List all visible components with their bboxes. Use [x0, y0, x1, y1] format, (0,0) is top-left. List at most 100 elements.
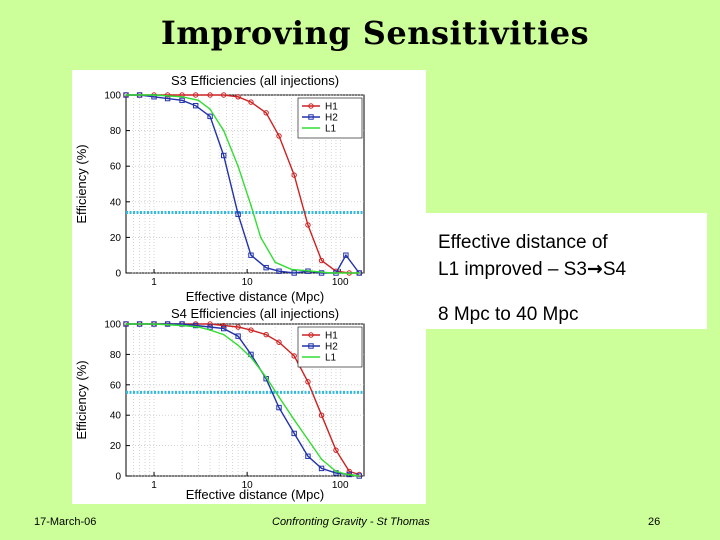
data-point [358, 272, 361, 274]
x-axis-label: Effective distance (Mpc) [186, 487, 324, 502]
data-point [307, 438, 309, 441]
data-point [318, 257, 325, 264]
data-point [346, 473, 349, 476]
y-tick-label: 100 [104, 320, 121, 331]
data-point [333, 447, 339, 453]
data-point [278, 396, 280, 398]
y-tick-label: 40 [110, 411, 122, 422]
legend-marker [308, 103, 314, 109]
x-tick-label: 10 [242, 480, 254, 491]
data-point [290, 268, 293, 271]
right-arrow-icon: → [586, 258, 603, 280]
data-point [318, 465, 325, 472]
legend-marker [308, 114, 314, 120]
legend-label-h1: H1 [325, 331, 338, 342]
data-point [235, 211, 241, 217]
data-point [318, 412, 325, 418]
data-point [197, 99, 200, 102]
data-point [125, 323, 127, 325]
legend-label-h1: H1 [325, 102, 338, 113]
data-point [222, 129, 225, 132]
data-point [237, 165, 239, 167]
data-point [305, 379, 311, 385]
y-tick-label: 80 [110, 350, 122, 361]
legend-label-l1: L1 [325, 124, 337, 135]
data-point [263, 331, 269, 338]
data-point [207, 321, 213, 327]
y-axis-label: Efficiency (%) [74, 360, 89, 439]
data-point [235, 324, 241, 330]
data-point [346, 272, 349, 274]
data-point [209, 329, 211, 331]
series-l1 [125, 94, 361, 274]
data-point [207, 92, 213, 98]
data-point [291, 270, 297, 276]
y-tick-label: 100 [104, 91, 121, 102]
data-point [181, 95, 183, 98]
legend-label-h2: H2 [325, 342, 338, 353]
data-point [181, 324, 183, 327]
data-point [335, 470, 337, 473]
data-point [220, 322, 227, 329]
data-point [274, 261, 276, 264]
data-point [263, 110, 269, 116]
data-point [222, 333, 225, 336]
data-point [179, 97, 185, 104]
slide-title: Improving Sensitivities [160, 14, 590, 52]
y-tick-label: 0 [115, 269, 121, 280]
info-box: Effective distance of L1 improved – S3→S… [425, 213, 707, 329]
footer-page-number: 26 [648, 516, 661, 528]
data-point [320, 458, 323, 461]
figure-panel: 1 10 100 0 20 40 60 80 100 H1 H2 L1 S3 Efficiencies … [72, 70, 426, 504]
x-tick-label: 1 [151, 480, 157, 491]
data-point [235, 333, 241, 339]
data-point [209, 108, 211, 111]
data-point [197, 326, 200, 328]
y-tick-label: 20 [110, 441, 122, 452]
series-line-l1 [126, 323, 360, 477]
data-point [235, 94, 241, 100]
legend-marker [308, 332, 314, 338]
data-point [276, 133, 282, 139]
data-point [207, 113, 213, 120]
data-point [164, 92, 171, 98]
y-tick-label: 20 [110, 233, 122, 244]
data-point [265, 376, 267, 379]
data-point [192, 322, 199, 329]
data-point [153, 94, 155, 96]
y-tick-label: 40 [110, 197, 122, 208]
chart-title: S4 Efficiencies (all injections) [171, 306, 339, 321]
data-point [291, 353, 297, 359]
data-point [220, 152, 227, 159]
data-point [311, 270, 314, 273]
data-point [343, 252, 349, 258]
x-tick-label: 100 [332, 277, 349, 288]
data-point [250, 204, 252, 207]
data-point [276, 268, 282, 274]
info-line-3: 8 Mpc to 40 Mpc [438, 304, 579, 325]
y-tick-label: 60 [110, 380, 122, 391]
series-l1 [125, 323, 361, 477]
y-axis-label: Efficiency (%) [74, 144, 89, 223]
data-point [318, 270, 325, 276]
data-point [291, 430, 297, 437]
info-line-2-suffix: S4 [602, 259, 627, 280]
y-tick-label: 80 [110, 126, 122, 137]
chart-title: S3 Efficiencies (all injections) [171, 73, 339, 88]
x-axis-label: Effective distance (Mpc) [186, 289, 324, 304]
data-point [358, 475, 361, 477]
data-point [259, 236, 262, 239]
data-point [330, 272, 333, 274]
data-point [153, 323, 155, 325]
info-line-2: L1 improved – S3→S4 [438, 256, 707, 283]
data-point [248, 99, 254, 105]
data-point [192, 92, 199, 98]
data-point [192, 102, 199, 109]
data-point [125, 94, 127, 96]
data-point [291, 172, 297, 178]
data-point [220, 92, 227, 98]
y-tick-label: 60 [110, 162, 122, 173]
data-point [276, 339, 282, 345]
